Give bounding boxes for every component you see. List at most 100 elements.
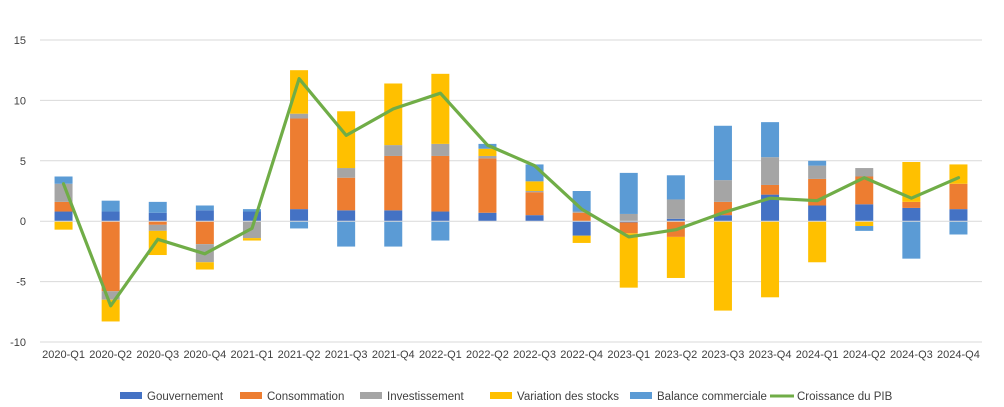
bar-variation-des-stocks-2020-q1	[54, 221, 73, 230]
y-axis-ticks: -10 -5 0 5 10 15	[10, 35, 26, 349]
legend-swatch	[630, 392, 652, 399]
y-tick-label: -5	[16, 277, 26, 289]
bar-consommation-2020-q2	[101, 221, 120, 292]
x-tick-label: 2021-Q3	[325, 349, 368, 361]
bar-gouvernement-2021-q2	[290, 209, 309, 222]
x-tick-label: 2023-Q4	[749, 349, 792, 361]
bar-balance-commerciale-2024-q4	[949, 221, 968, 235]
x-tick-label: 2021-Q1	[231, 349, 274, 361]
bar-balance-commerciale-2022-q1	[431, 221, 450, 241]
bar-consommation-2024-q2	[855, 176, 874, 205]
x-tick-label: 2020-Q4	[183, 349, 226, 361]
bar-investissement-2023-q4	[761, 157, 780, 185]
x-tick-label: 2023-Q2	[654, 349, 697, 361]
bar-balance-commerciale-2021-q3	[337, 221, 356, 247]
legend-item-balance-commerciale: Balance commerciale	[630, 391, 767, 403]
bar-gouvernement-2020-q2	[101, 211, 120, 222]
bar-consommation-2024-q3	[902, 201, 921, 208]
legend-item-gouvernement: Gouvernement	[120, 391, 224, 403]
legend-swatch	[490, 392, 512, 399]
legend-label: Consommation	[267, 391, 344, 403]
bar-gouvernement-2022-q4	[572, 221, 591, 236]
bar-gouvernement-2020-q4	[195, 210, 214, 222]
bar-gouvernement-2020-q3	[148, 212, 167, 222]
x-tick-label: 2023-Q1	[607, 349, 650, 361]
legend-item-variation-des-stocks: Variation des stocks	[490, 391, 619, 403]
legend-label: Gouvernement	[147, 391, 224, 403]
bar-variation-des-stocks-2022-q3	[525, 181, 544, 191]
bar-balance-commerciale-2023-q2	[666, 175, 685, 200]
y-tick-label: 15	[14, 35, 26, 47]
legend: Gouvernement Consommation Investissement Va…	[120, 391, 893, 403]
x-tick-label: 2024-Q1	[796, 349, 839, 361]
bar-variation-des-stocks-2022-q4	[572, 235, 591, 243]
bar-investissement-2023-q2	[666, 199, 685, 219]
legend-item-investissement: Investissement	[360, 391, 465, 403]
bar-consommation-2022-q2	[478, 158, 497, 213]
bar-balance-commerciale-2021-q4	[384, 221, 403, 247]
bar-variation-des-stocks-2023-q1	[619, 233, 638, 288]
legend-swatch	[120, 392, 142, 399]
gridlines	[40, 39, 982, 343]
bar-investissement-2020-q3	[148, 224, 167, 231]
bar-balance-commerciale-2020-q3	[148, 201, 167, 213]
y-tick-label: 0	[20, 216, 26, 228]
bar-gouvernement-2024-q4	[949, 209, 968, 222]
bar-balance-commerciale-2020-q4	[195, 205, 214, 211]
bar-investissement-2023-q1	[619, 213, 638, 222]
legend-label: Balance commerciale	[657, 391, 767, 403]
x-tick-label: 2022-Q3	[513, 349, 556, 361]
legend-label: Variation des stocks	[517, 391, 619, 403]
bar-variation-des-stocks-2020-q2	[101, 299, 120, 322]
bar-variation-des-stocks-2024-q2	[855, 221, 874, 227]
bar-balance-commerciale-2021-q2	[290, 221, 309, 229]
bar-gouvernement-2021-q3	[337, 210, 356, 222]
x-tick-label: 2024-Q2	[843, 349, 886, 361]
x-tick-label: 2024-Q4	[937, 349, 980, 361]
x-tick-label: 2022-Q2	[466, 349, 509, 361]
bar-consommation-2021-q2	[290, 118, 309, 210]
x-tick-label: 2020-Q1	[42, 349, 85, 361]
bar-balance-commerciale-2024-q1	[808, 160, 827, 166]
bar-variation-des-stocks-2024-q3	[902, 162, 921, 202]
bar-variation-des-stocks-2022-q2	[478, 148, 497, 156]
legend-label: Investissement	[387, 391, 465, 403]
bar-gouvernement-2024-q2	[855, 204, 874, 222]
bar-consommation-2023-q4	[761, 184, 780, 195]
bar-balance-commerciale-2020-q2	[101, 200, 120, 212]
bar-investissement-2023-q3	[713, 180, 732, 202]
bar-investissement-2022-q4	[572, 211, 591, 213]
bar-consommation-2022-q4	[572, 212, 591, 222]
bar-gouvernement-2022-q1	[431, 211, 450, 222]
bar-consommation-2023-q1	[619, 222, 638, 234]
bar-consommation-2021-q3	[337, 177, 356, 211]
bar-gouvernement-2023-q2	[666, 218, 685, 222]
bar-variation-des-stocks-2020-q3	[148, 230, 167, 256]
bar-gouvernement-2024-q1	[808, 205, 827, 222]
bar-gouvernement-2021-q4	[384, 210, 403, 222]
bar-variation-des-stocks-2023-q2	[666, 236, 685, 278]
bar-variation-des-stocks-2021-q2	[290, 70, 309, 114]
bar-variation-des-stocks-2023-q4	[761, 221, 780, 298]
bar-investissement-2022-q3	[525, 191, 544, 193]
line-croissance-du-pib	[61, 77, 961, 308]
x-axis-ticks: 2020-Q1 2020-Q2 2020-Q3 2020-Q4 2021-Q1 2021-…	[42, 349, 980, 361]
bar-balance-commerciale-2023-q4	[761, 122, 780, 158]
x-tick-label: 2020-Q2	[89, 349, 132, 361]
bar-balance-commerciale-2024-q2	[855, 226, 874, 231]
bar-gouvernement-2022-q3	[525, 215, 544, 222]
bar-gouvernement-2023-q3	[713, 215, 732, 222]
bar-consommation-2024-q4	[949, 183, 968, 210]
bar-investissement-2022-q1	[431, 143, 450, 156]
y-tick-label: -10	[10, 337, 26, 349]
bar-variation-des-stocks-2024-q1	[808, 221, 827, 263]
legend-label: Croissance du PIB	[797, 391, 893, 403]
legend-swatch	[360, 392, 382, 399]
gdp-line-layer	[61, 77, 961, 308]
x-tick-label: 2024-Q3	[890, 349, 933, 361]
bar-consommation-2020-q4	[195, 221, 214, 245]
y-tick-label: 5	[20, 156, 26, 168]
bar-gouvernement-2022-q2	[478, 212, 497, 222]
bar-investissement-2022-q2	[478, 155, 497, 159]
